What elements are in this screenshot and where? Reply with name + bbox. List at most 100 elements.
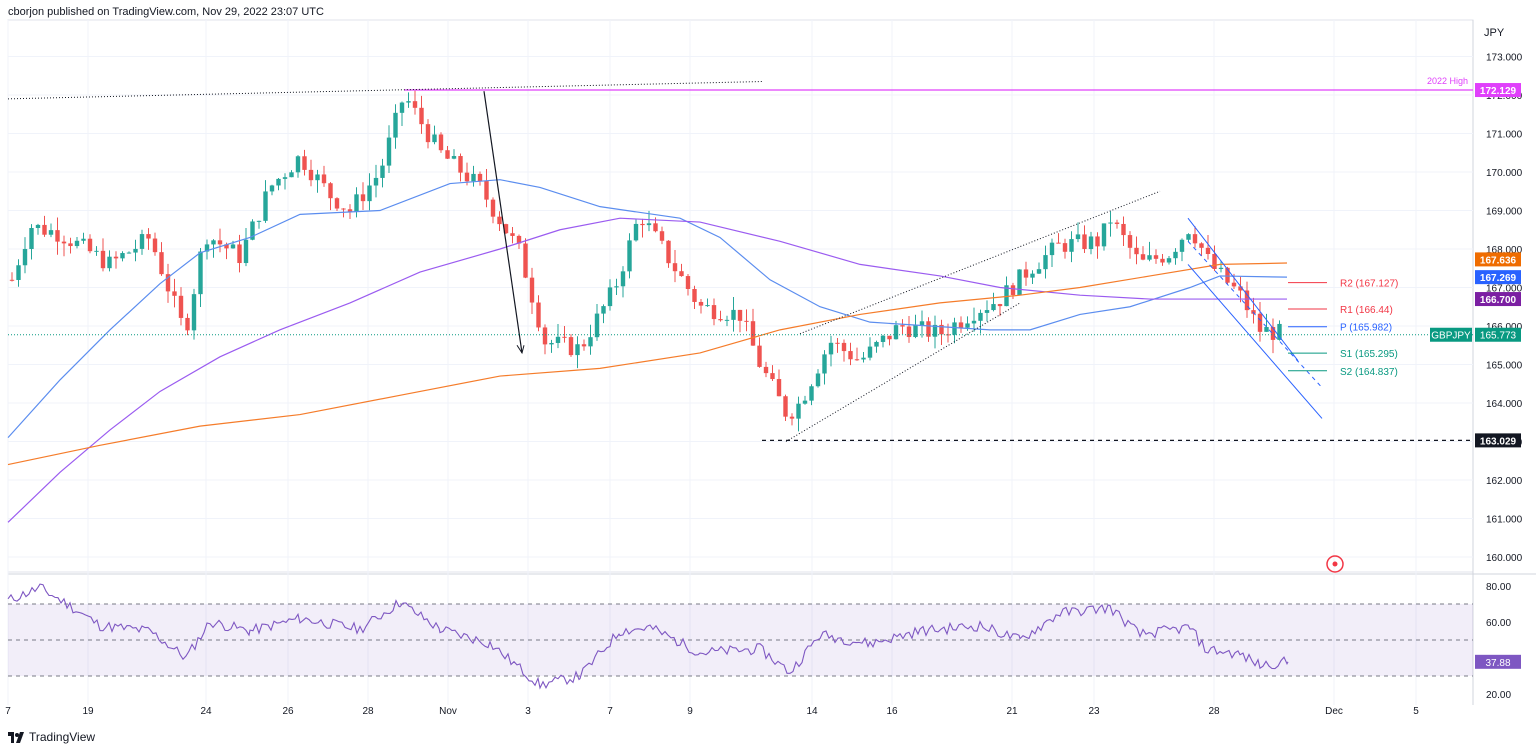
candle-body (204, 244, 210, 252)
candle-body (484, 181, 489, 200)
candle-body (503, 224, 509, 234)
candle-body (1082, 234, 1087, 250)
candle-body (679, 271, 684, 277)
candle-body (919, 321, 925, 326)
candle-body (1101, 223, 1107, 247)
candle-body (1277, 323, 1282, 340)
candle-body (978, 312, 983, 321)
time-tick-label: 5 (1413, 706, 1419, 717)
price-tag (1475, 83, 1521, 98)
time-tick-label: 14 (806, 706, 818, 717)
candle-body (1251, 310, 1256, 314)
candle-body (159, 252, 164, 275)
candle-body (783, 396, 788, 417)
candle-body (458, 156, 463, 173)
candle-body (763, 366, 769, 374)
candle-body (399, 102, 405, 113)
candle-body (438, 134, 444, 151)
price-pane (7, 19, 1474, 573)
rsi-tick-label: 20.00 (1486, 690, 1511, 701)
high-annotation: 2022 High (1427, 76, 1468, 86)
candle-body (321, 174, 327, 184)
candle-body (867, 346, 873, 358)
candle-body (1017, 269, 1022, 295)
candle-body (464, 172, 470, 182)
candle-body (347, 209, 353, 212)
candle-body (386, 137, 392, 166)
candle-body (542, 327, 548, 345)
candle-body (666, 240, 671, 264)
candle-body (828, 342, 834, 355)
candle-body (282, 177, 288, 179)
candle-body (1043, 255, 1048, 270)
candle-body (1212, 253, 1217, 269)
grid (7, 19, 1536, 705)
price-axis: 173.000172.000171.000170.000169.000168.0… (1430, 53, 1523, 701)
candle-body (126, 252, 132, 254)
candle-body (1192, 234, 1198, 244)
candle-body (1205, 247, 1211, 254)
candle-body (958, 322, 964, 328)
candle-body (289, 172, 294, 178)
candle-body (848, 351, 853, 360)
candle-body (152, 238, 158, 253)
candle-body (100, 250, 106, 269)
candle-body (295, 156, 301, 173)
candle-body (1199, 243, 1204, 248)
footer: TradingView (8, 730, 95, 744)
candle-body (1023, 269, 1029, 278)
candle-body (1004, 285, 1009, 307)
candle-body (880, 335, 886, 342)
candle-body (250, 221, 255, 240)
candle-body (536, 302, 541, 328)
candle-body (490, 199, 496, 217)
candle-body (354, 194, 359, 212)
candle-body (1270, 327, 1276, 340)
candle-body (256, 220, 262, 222)
price-tag-label: 166.700 (1480, 295, 1517, 306)
time-tick-label: 28 (362, 706, 374, 717)
candle-body (861, 357, 866, 360)
price-tick-label: 170.000 (1486, 168, 1523, 179)
candle-body (601, 306, 606, 314)
candle-body (217, 240, 223, 245)
candle-body (711, 305, 717, 320)
candle-body (1218, 267, 1224, 269)
sma-purple-line (7, 217, 1287, 523)
price-tick-label: 166.000 (1486, 322, 1523, 333)
candle-body (705, 305, 710, 307)
candle-body (874, 341, 879, 347)
time-tick-label: 7 (607, 706, 613, 717)
candle-body (1121, 223, 1126, 236)
candle-body (900, 325, 905, 327)
candle-body (854, 359, 860, 361)
current-price-tag (1475, 327, 1521, 342)
candle-body (659, 231, 665, 241)
candle-body (425, 124, 431, 143)
target-icon[interactable] (1326, 555, 1344, 573)
candle-body (737, 309, 743, 321)
footer-brand: TradingView (29, 730, 96, 744)
candle-body (1134, 247, 1139, 255)
price-tick-label: 162.000 (1486, 476, 1523, 487)
candle-body (269, 185, 275, 192)
candle-body (211, 240, 216, 245)
time-tick-label: 3 (525, 706, 531, 717)
candle-body (549, 342, 554, 345)
candle-body (237, 244, 242, 264)
price-tag-label: 172.129 (1480, 86, 1517, 97)
pivot-label: R1 (166.44) (1340, 305, 1393, 316)
candle-body (81, 238, 86, 241)
candle-body (1114, 222, 1120, 224)
desc-channel-lower (1187, 264, 1323, 419)
candle-body (406, 101, 411, 103)
sma-orange-line (7, 262, 1288, 466)
arrow-line (483, 91, 523, 354)
candle-body (328, 183, 333, 199)
candle-body (1127, 235, 1133, 248)
candle-body (809, 386, 814, 401)
candle-body (796, 403, 801, 419)
candle-body (1173, 251, 1178, 259)
candle-body (230, 244, 236, 249)
